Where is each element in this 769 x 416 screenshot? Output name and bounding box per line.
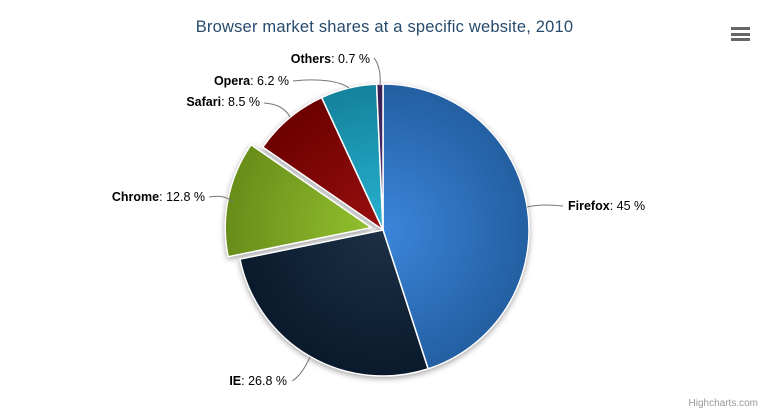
data-label-ie: IE: 26.8 %: [229, 374, 287, 388]
hamburger-icon: [731, 27, 750, 31]
data-labels: Firefox: 45 % IE: 26.8 % Chrome: 12.8 % Saf…: [112, 52, 645, 388]
label-connector-others: [373, 57, 381, 87]
data-label-firefox: Firefox: 45 %: [568, 199, 645, 213]
label-connector-chrome: [208, 195, 234, 203]
data-label-safari: Safari: 8.5 %: [186, 95, 260, 109]
label-connectors: [208, 57, 564, 382]
label-connector-opera: [292, 79, 350, 89]
pie-series: [224, 83, 530, 377]
hamburger-icon: [731, 37, 750, 41]
chart-title: Browser market shares at a specific webs…: [195, 18, 574, 36]
context-menu-button[interactable]: [727, 22, 755, 46]
data-label-opera: Opera: 6.2 %: [214, 74, 289, 88]
data-label-others: Others: 0.7 %: [291, 52, 370, 66]
label-connector-ie: [291, 356, 311, 382]
highcharts-credits-link[interactable]: Highcharts.com: [688, 398, 758, 409]
hamburger-icon: [731, 32, 750, 36]
data-label-chrome: Chrome: 12.8 %: [112, 190, 205, 204]
label-connector-firefox: [526, 204, 564, 208]
pie-slice-ie[interactable]: [239, 229, 429, 377]
label-connector-safari: [263, 102, 291, 118]
